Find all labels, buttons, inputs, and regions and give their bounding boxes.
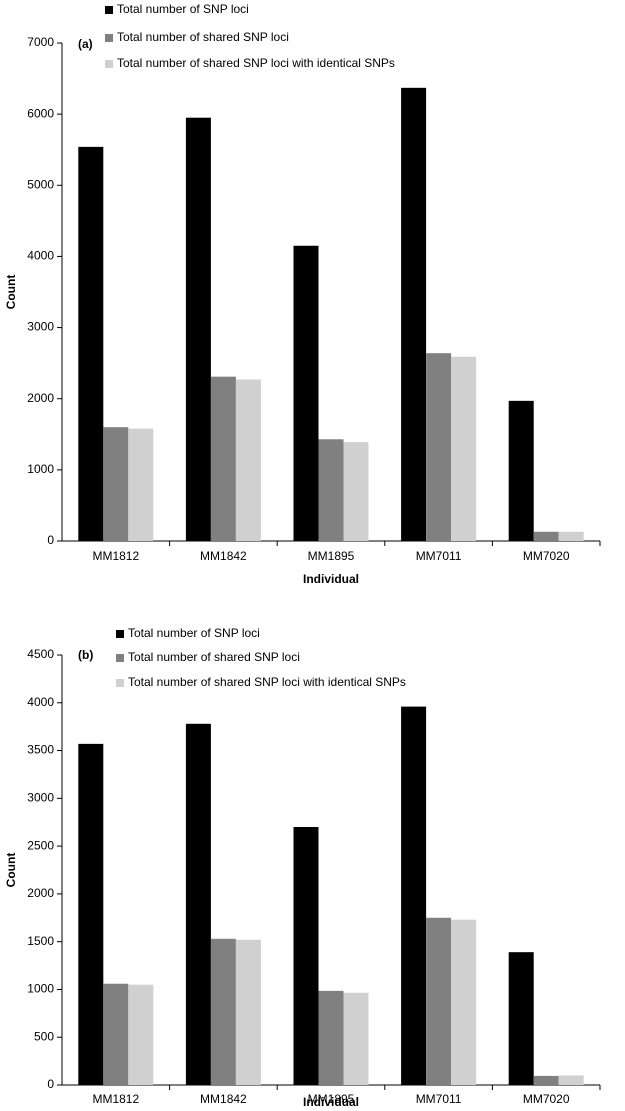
x-tick-label: MM1812 [92, 1092, 139, 1106]
bar [533, 1075, 559, 1085]
bar [318, 439, 344, 541]
y-tick-label: 3500 [27, 743, 54, 757]
legend-swatch [116, 654, 124, 662]
bar [558, 1075, 584, 1085]
legend-label: Total number of shared SNP loci with ide… [117, 56, 395, 70]
x-tick-label: MM1812 [92, 549, 139, 563]
y-tick-label: 5000 [27, 177, 54, 191]
bar [235, 939, 261, 1085]
y-tick-label: 0 [47, 1077, 54, 1091]
x-tick-label: MM7020 [523, 1092, 570, 1106]
y-tick-label: 2000 [27, 391, 54, 405]
bar [78, 743, 104, 1085]
legend-swatch [105, 60, 113, 68]
y-tick-label: 0 [47, 533, 54, 547]
bar [401, 706, 427, 1085]
y-tick-label: 1000 [27, 982, 54, 996]
legend-swatch [105, 34, 113, 42]
y-tick-label: 4000 [27, 695, 54, 709]
bar [293, 827, 319, 1085]
y-tick-label: 1000 [27, 462, 54, 476]
bar [128, 428, 154, 541]
bar [451, 919, 477, 1085]
bar [103, 983, 129, 1085]
bar [210, 938, 236, 1085]
x-tick-label: MM1842 [200, 549, 247, 563]
y-tick-label: 4500 [27, 647, 54, 661]
bar [508, 952, 534, 1085]
bar [343, 442, 369, 541]
annotation: (a) [78, 37, 93, 51]
bar [426, 353, 452, 541]
y-tick-label: 7000 [27, 35, 54, 49]
y-tick-label: 2000 [27, 886, 54, 900]
bar [103, 427, 129, 541]
y-tick-label: 1500 [27, 934, 54, 948]
bar [235, 379, 261, 541]
bar [128, 984, 154, 1085]
bar [451, 356, 477, 541]
y-tick-label: 500 [34, 1029, 54, 1043]
legend-swatch [116, 630, 124, 638]
legend-label: Total number of SNP loci [128, 626, 260, 640]
x-tick-label: MM1895 [308, 1092, 355, 1106]
x-tick-label: MM7011 [416, 549, 462, 563]
x-tick-label: MM1842 [200, 1092, 247, 1106]
legend-label: Total number of shared SNP loci [117, 30, 289, 44]
x-tick-label: MM7011 [416, 1092, 462, 1106]
bar [185, 117, 211, 541]
bar [185, 723, 211, 1085]
bar [508, 400, 534, 541]
legend-label: Total number of SNP loci [117, 2, 249, 16]
bar [78, 146, 104, 541]
legend-label: Total number of shared SNP loci with ide… [128, 675, 406, 689]
legend-label: Total number of shared SNP loci [128, 650, 300, 664]
y-tick-label: 2500 [27, 838, 54, 852]
y-tick-label: 4000 [27, 249, 54, 263]
y-tick-label: 3000 [27, 791, 54, 805]
legend-swatch [105, 6, 113, 14]
bar [426, 917, 452, 1085]
y-axis-label: Count [4, 853, 18, 888]
bar [210, 376, 236, 541]
x-axis-label: Individual [303, 572, 359, 586]
x-tick-label: MM1895 [308, 549, 355, 563]
bar [533, 531, 559, 541]
x-axis-label: Individual [303, 1095, 359, 1109]
bar [318, 990, 344, 1085]
bar [558, 531, 584, 541]
y-axis-label: Count [4, 275, 18, 310]
x-tick-label: MM7020 [523, 549, 570, 563]
bar [343, 992, 369, 1085]
bar [401, 87, 427, 541]
y-tick-label: 3000 [27, 320, 54, 334]
legend-swatch [116, 679, 124, 687]
y-tick-label: 6000 [27, 106, 54, 120]
annotation: (b) [78, 648, 93, 662]
bar [293, 245, 319, 541]
